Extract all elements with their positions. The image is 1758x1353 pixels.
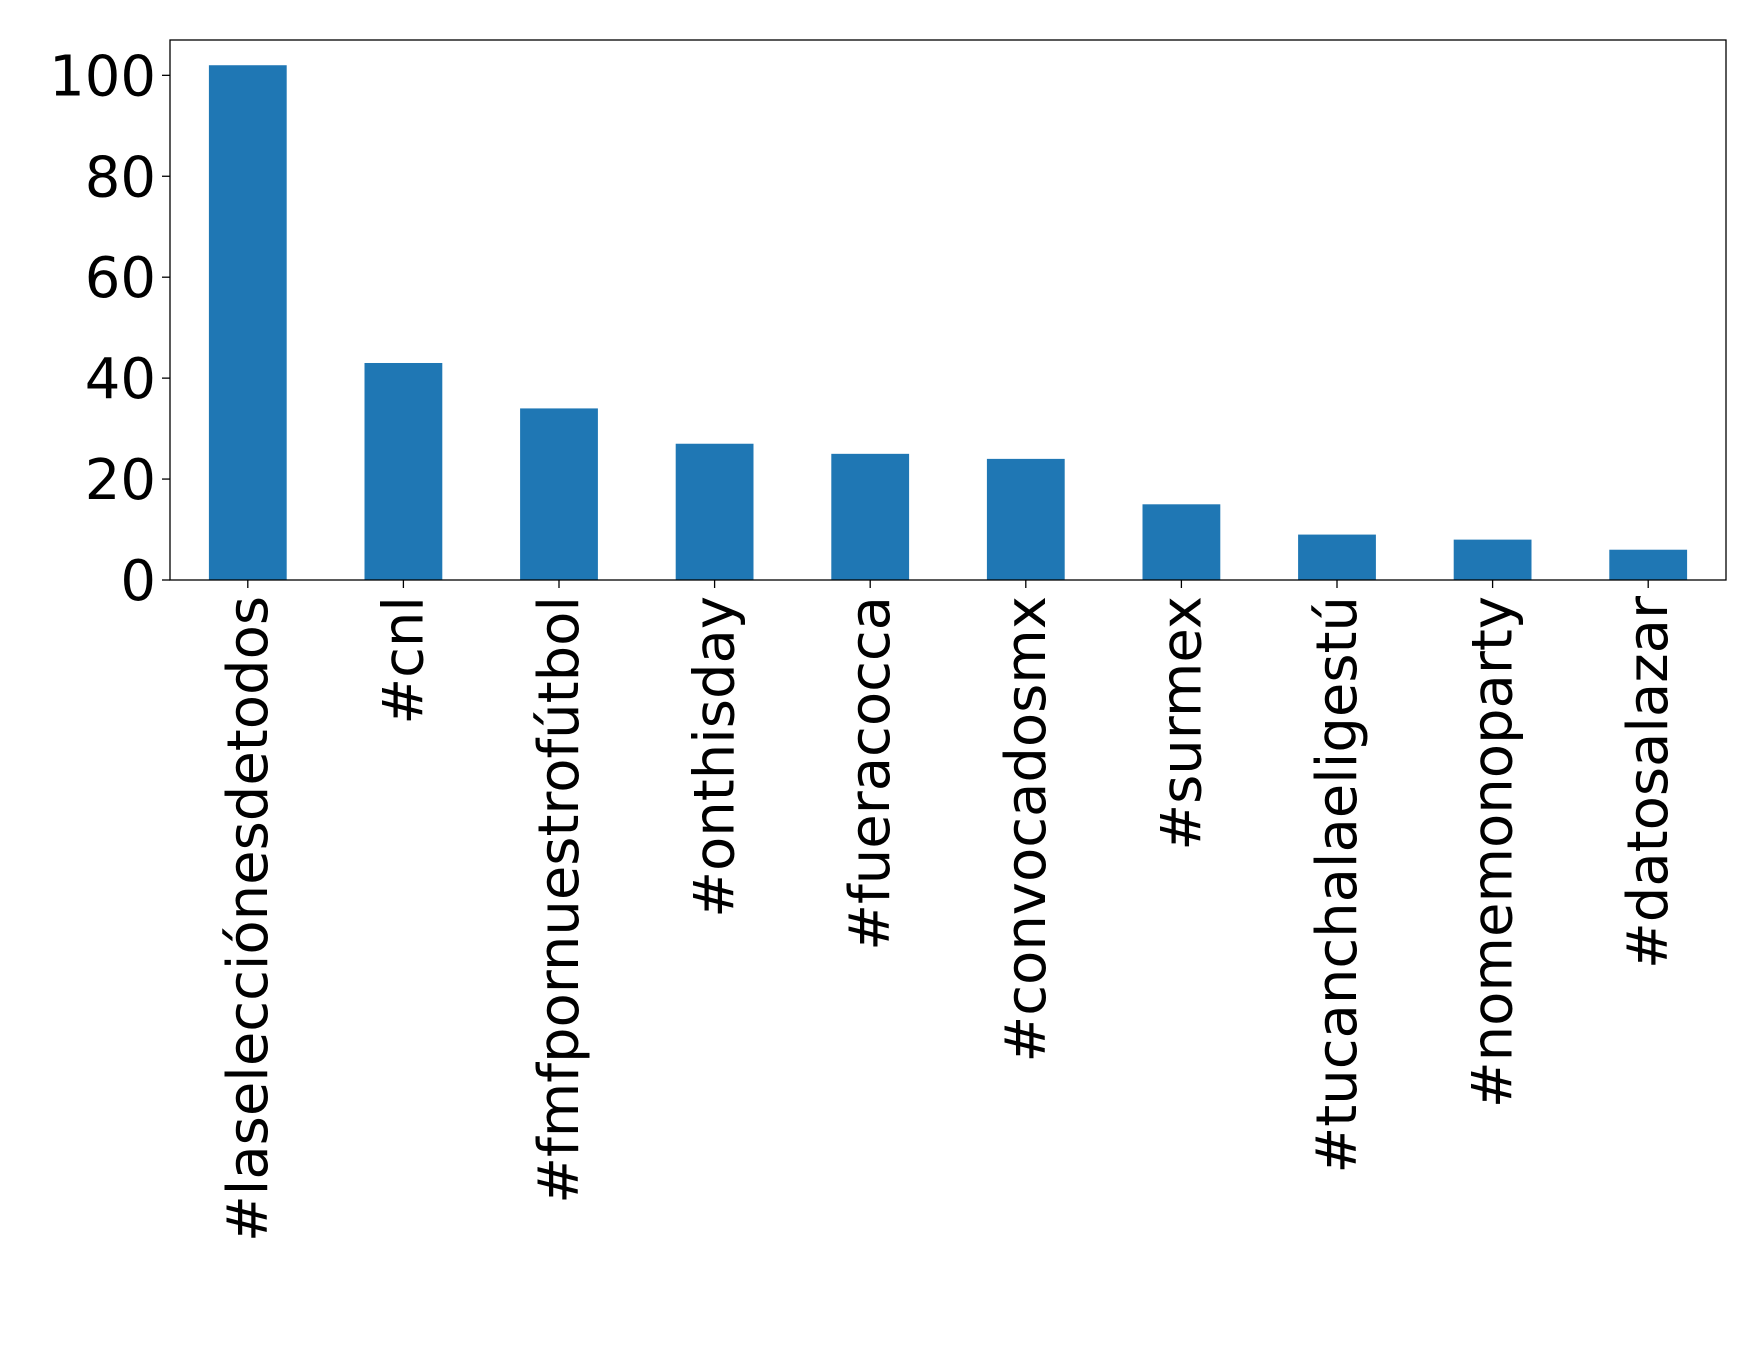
x-tick-label: #nomemonoparty: [1461, 596, 1526, 1108]
y-tick-label: 100: [49, 44, 156, 109]
y-tick-label: 60: [85, 246, 156, 311]
bar: [1609, 549, 1688, 580]
bar: [986, 458, 1065, 580]
bar: [1142, 504, 1221, 580]
y-tick-label: 20: [85, 448, 156, 513]
axis-layer: #laselecciónesdetodos #cnl #fmfpornuestrof…: [49, 44, 1681, 1242]
bars-layer: [208, 65, 1688, 580]
bar: [675, 443, 754, 580]
bar: [520, 408, 598, 580]
x-tick-label: #surmex: [1149, 596, 1214, 851]
bar: [364, 362, 443, 580]
y-tick-label: 80: [85, 145, 156, 210]
y-tick-label: 40: [85, 347, 156, 412]
x-tick-label: #tucanchalaeligestú: [1305, 596, 1370, 1174]
plot-frame: [169, 39, 1727, 581]
bar: [1453, 539, 1532, 580]
x-tick-label: #convocadosmx: [994, 596, 1059, 1063]
x-tick-label: #datosalazar: [1616, 595, 1681, 969]
y-tick-label: 0: [120, 549, 156, 614]
bar: [1298, 534, 1376, 580]
x-tick-label: #onthisday: [683, 596, 748, 918]
x-tick-label: #laselecciónesdetodos: [216, 596, 281, 1242]
bar: [831, 453, 910, 580]
x-tick-label: #fmfpornuestrofútbol: [527, 596, 592, 1204]
x-tick-label: #fueracocca: [838, 596, 903, 951]
bar: [208, 65, 287, 580]
x-tick-label: #cnl: [371, 596, 436, 725]
